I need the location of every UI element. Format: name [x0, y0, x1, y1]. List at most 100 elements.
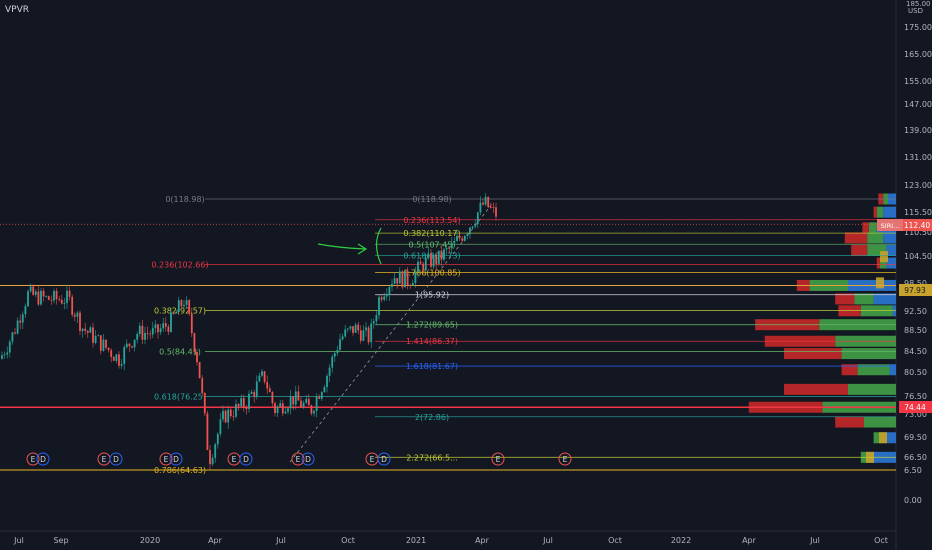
candle — [346, 328, 349, 330]
volume-profile-bar — [883, 206, 896, 218]
candle — [141, 325, 144, 340]
candle — [45, 296, 48, 298]
candle — [310, 405, 313, 414]
candle — [367, 327, 370, 343]
candle — [253, 392, 256, 397]
price-tick-label: 92.50 — [904, 307, 927, 316]
candle — [482, 202, 484, 205]
candle — [144, 332, 146, 340]
candle — [50, 299, 53, 301]
volume-profile-bar — [876, 257, 880, 269]
candle — [250, 392, 253, 394]
candle — [107, 347, 110, 351]
candle — [417, 261, 419, 272]
volume-profile-bar — [880, 251, 888, 263]
candle — [320, 392, 323, 399]
candle — [287, 408, 289, 412]
fib-retracement-upper: 0(118.98) 0(118.98) 0.236(113.54) 0.382(110… — [165, 195, 896, 462]
candle — [448, 248, 451, 249]
candle — [242, 398, 245, 408]
candle — [240, 398, 243, 407]
candle — [261, 371, 263, 376]
candle — [86, 330, 89, 333]
candle — [440, 250, 443, 260]
dividend-marker — [239, 452, 253, 466]
volume-profile-bar — [864, 416, 896, 428]
candle — [125, 343, 128, 348]
candle — [357, 324, 360, 331]
candle — [411, 283, 414, 286]
candle — [21, 314, 24, 323]
candle — [414, 271, 417, 284]
candle — [474, 223, 477, 227]
marker-label: D — [40, 455, 46, 464]
marker-label: D — [173, 455, 179, 464]
volume-profile-bar — [868, 222, 877, 234]
time-tick-label: Apr — [208, 536, 223, 545]
fib-level-label: 0.236(102.66) — [151, 261, 208, 270]
fib-level-label: 2(72.86) — [415, 413, 449, 422]
candle — [279, 403, 282, 407]
candle — [331, 356, 334, 368]
candle — [305, 398, 308, 403]
candle — [128, 343, 131, 347]
volume-profile-bar — [784, 348, 842, 360]
fib-level-label: 0(118.98) — [165, 195, 204, 204]
candle — [294, 391, 297, 405]
candle — [471, 226, 474, 228]
dividend-marker — [377, 452, 391, 466]
time-tick-label: Apr — [742, 536, 757, 545]
candle — [227, 409, 230, 423]
price-axis-panel — [896, 0, 932, 550]
candle — [461, 238, 464, 241]
candle — [271, 391, 274, 404]
candle — [372, 321, 375, 324]
volume-profile-bar — [867, 232, 884, 244]
candle — [258, 375, 261, 382]
candle — [495, 207, 497, 217]
candle — [214, 444, 217, 458]
time-tick-label: Oct — [608, 536, 622, 545]
candle — [47, 296, 50, 300]
candle — [401, 271, 404, 288]
candle — [190, 313, 193, 334]
candle — [170, 312, 172, 332]
price-tick-label: 66.50 — [904, 453, 927, 462]
candle — [463, 235, 466, 241]
candle — [336, 349, 339, 354]
candle — [6, 352, 9, 355]
marker-label: E — [496, 455, 501, 464]
candle — [458, 235, 461, 239]
earnings-marker — [159, 452, 173, 466]
marker-label: E — [164, 455, 169, 464]
candle — [154, 324, 157, 328]
candle — [219, 419, 222, 434]
candle — [71, 296, 74, 315]
candle — [393, 278, 396, 284]
candle — [229, 409, 232, 417]
candle — [248, 393, 250, 409]
symbol-badge — [877, 219, 903, 231]
volume-profile-bar — [857, 364, 890, 376]
candle — [164, 323, 167, 327]
marker-label: E — [232, 455, 237, 464]
price-tick-label: 147.00 — [904, 100, 932, 109]
indicator-name[interactable]: VPVR — [5, 5, 29, 15]
fib-retracement-lower: 0.236(102.66) 0.382(92.57) 0.5(84.41) 0.618… — [151, 261, 896, 475]
candle — [266, 382, 269, 389]
candle — [450, 242, 453, 249]
candle — [427, 253, 430, 258]
price-tick-label: 175.00 — [904, 23, 932, 32]
candle — [120, 364, 123, 366]
earnings-marker — [558, 452, 572, 466]
candle — [203, 392, 206, 414]
candle — [263, 371, 266, 383]
candle — [3, 354, 6, 356]
volume-profile — [748, 193, 896, 463]
candle — [209, 449, 211, 465]
horizontal-lines — [0, 284, 896, 471]
candle — [443, 249, 445, 260]
candle — [118, 354, 120, 366]
